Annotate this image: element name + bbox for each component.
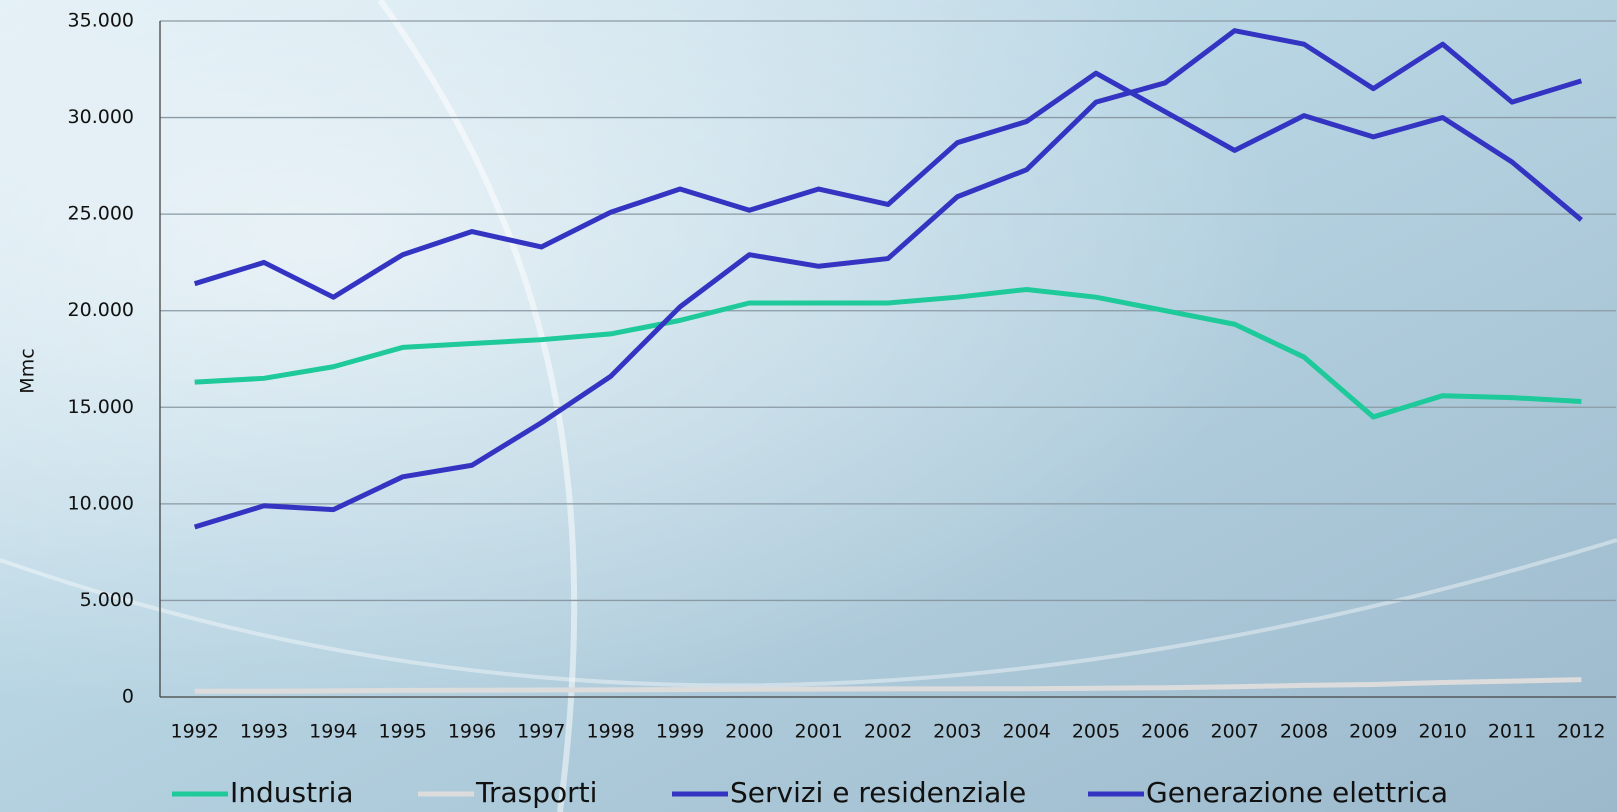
x-tick-label: 1999 [656, 721, 704, 743]
x-tick-label: 1998 [586, 721, 634, 743]
x-tick-label: 2006 [1141, 721, 1189, 743]
x-tick-label: 1996 [448, 721, 496, 743]
x-tick-label: 2010 [1418, 721, 1466, 743]
x-tick-label: 2003 [933, 721, 981, 743]
legend-label: Servizi e residenziale [730, 776, 1026, 809]
y-tick-label: 25.000 [68, 203, 134, 225]
x-tick-label: 2005 [1072, 721, 1120, 743]
x-tick-label: 2007 [1210, 721, 1258, 743]
series-line [194, 286, 1582, 420]
y-tick-label: 10.000 [68, 492, 134, 514]
legend-label: Industria [230, 776, 354, 809]
x-tick-label: 2004 [1002, 721, 1050, 743]
x-tick-label: 2000 [725, 721, 773, 743]
swirl [0, 538, 1617, 688]
y-tick-label: 15.000 [68, 396, 134, 418]
series-line [193, 28, 1583, 530]
x-tick-label: 1992 [170, 721, 218, 743]
x-tick-label: 1995 [378, 721, 426, 743]
y-tick-label: 0 [122, 686, 134, 708]
x-tick-label: 2009 [1349, 721, 1397, 743]
x-tick-label: 1993 [240, 721, 288, 743]
x-tick-label: 2008 [1280, 721, 1328, 743]
y-tick-label: 35.000 [68, 10, 134, 32]
y-tick-label: 5.000 [80, 589, 134, 611]
x-tick-label: 2002 [864, 721, 912, 743]
x-tick-label: 2012 [1557, 721, 1605, 743]
y-tick-label: 30.000 [68, 106, 134, 128]
legend-label: Trasporti [475, 776, 597, 809]
legend-label: Generazione elettrica [1146, 776, 1448, 809]
y-axis-label: Mmc [17, 348, 39, 393]
swirl [377, 0, 578, 812]
y-tick-label: 20.000 [68, 299, 134, 321]
series-line [193, 70, 1583, 300]
series-line [194, 677, 1582, 694]
x-tick-label: 2011 [1488, 721, 1536, 743]
x-tick-label: 2001 [794, 721, 842, 743]
x-tick-label: 1997 [517, 721, 565, 743]
x-tick-label: 1994 [309, 721, 357, 743]
